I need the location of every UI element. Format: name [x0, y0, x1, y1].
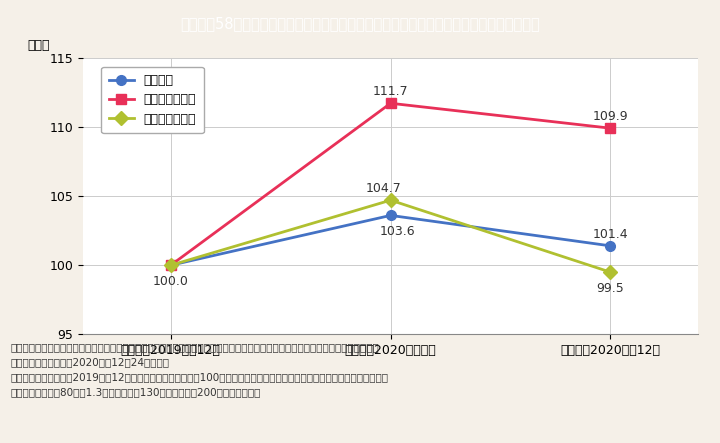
テレワーク継続: [387, 101, 395, 106]
Line: テレワーク中止: テレワーク中止: [166, 195, 616, 277]
Text: 104.7: 104.7: [366, 182, 402, 195]
Legend: 男性全体, テレワーク継続, テレワーク中止: 男性全体, テレワーク継続, テレワーク中止: [102, 66, 204, 133]
Text: Ｉ－特－58図　テレワークの継続状況別　男性の家事・育児時間の変化の推移（平均値）: Ｉ－特－58図 テレワークの継続状況別 男性の家事・育児時間の変化の推移（平均値…: [180, 16, 540, 31]
Text: （点）: （点）: [27, 39, 50, 52]
Text: 103.6: 103.6: [379, 225, 415, 238]
男性全体: [166, 263, 175, 268]
テレワーク中止: [387, 198, 395, 203]
Line: 男性全体: 男性全体: [166, 210, 616, 270]
テレワーク中止: [606, 269, 615, 275]
男性全体: [387, 213, 395, 218]
Text: 99.5: 99.5: [597, 282, 624, 295]
Text: 101.4: 101.4: [593, 228, 629, 241]
Text: 109.9: 109.9: [593, 110, 629, 123]
Text: 111.7: 111.7: [373, 85, 408, 98]
Text: 100.0: 100.0: [153, 275, 189, 288]
Text: （備考）１．内閣府「第２回　新型コロナウイルス感染症の影響下における生活意識・行動の変化に関する調査」より引用・作成。
　　　　２．令和２（2020）年12月2: （備考）１．内閣府「第２回 新型コロナウイルス感染症の影響下における生活意識・行…: [11, 342, 389, 398]
テレワーク継続: [166, 263, 175, 268]
Line: テレワーク継続: テレワーク継続: [166, 98, 616, 270]
テレワーク中止: [166, 263, 175, 268]
男性全体: [606, 243, 615, 249]
テレワーク継続: [606, 125, 615, 131]
